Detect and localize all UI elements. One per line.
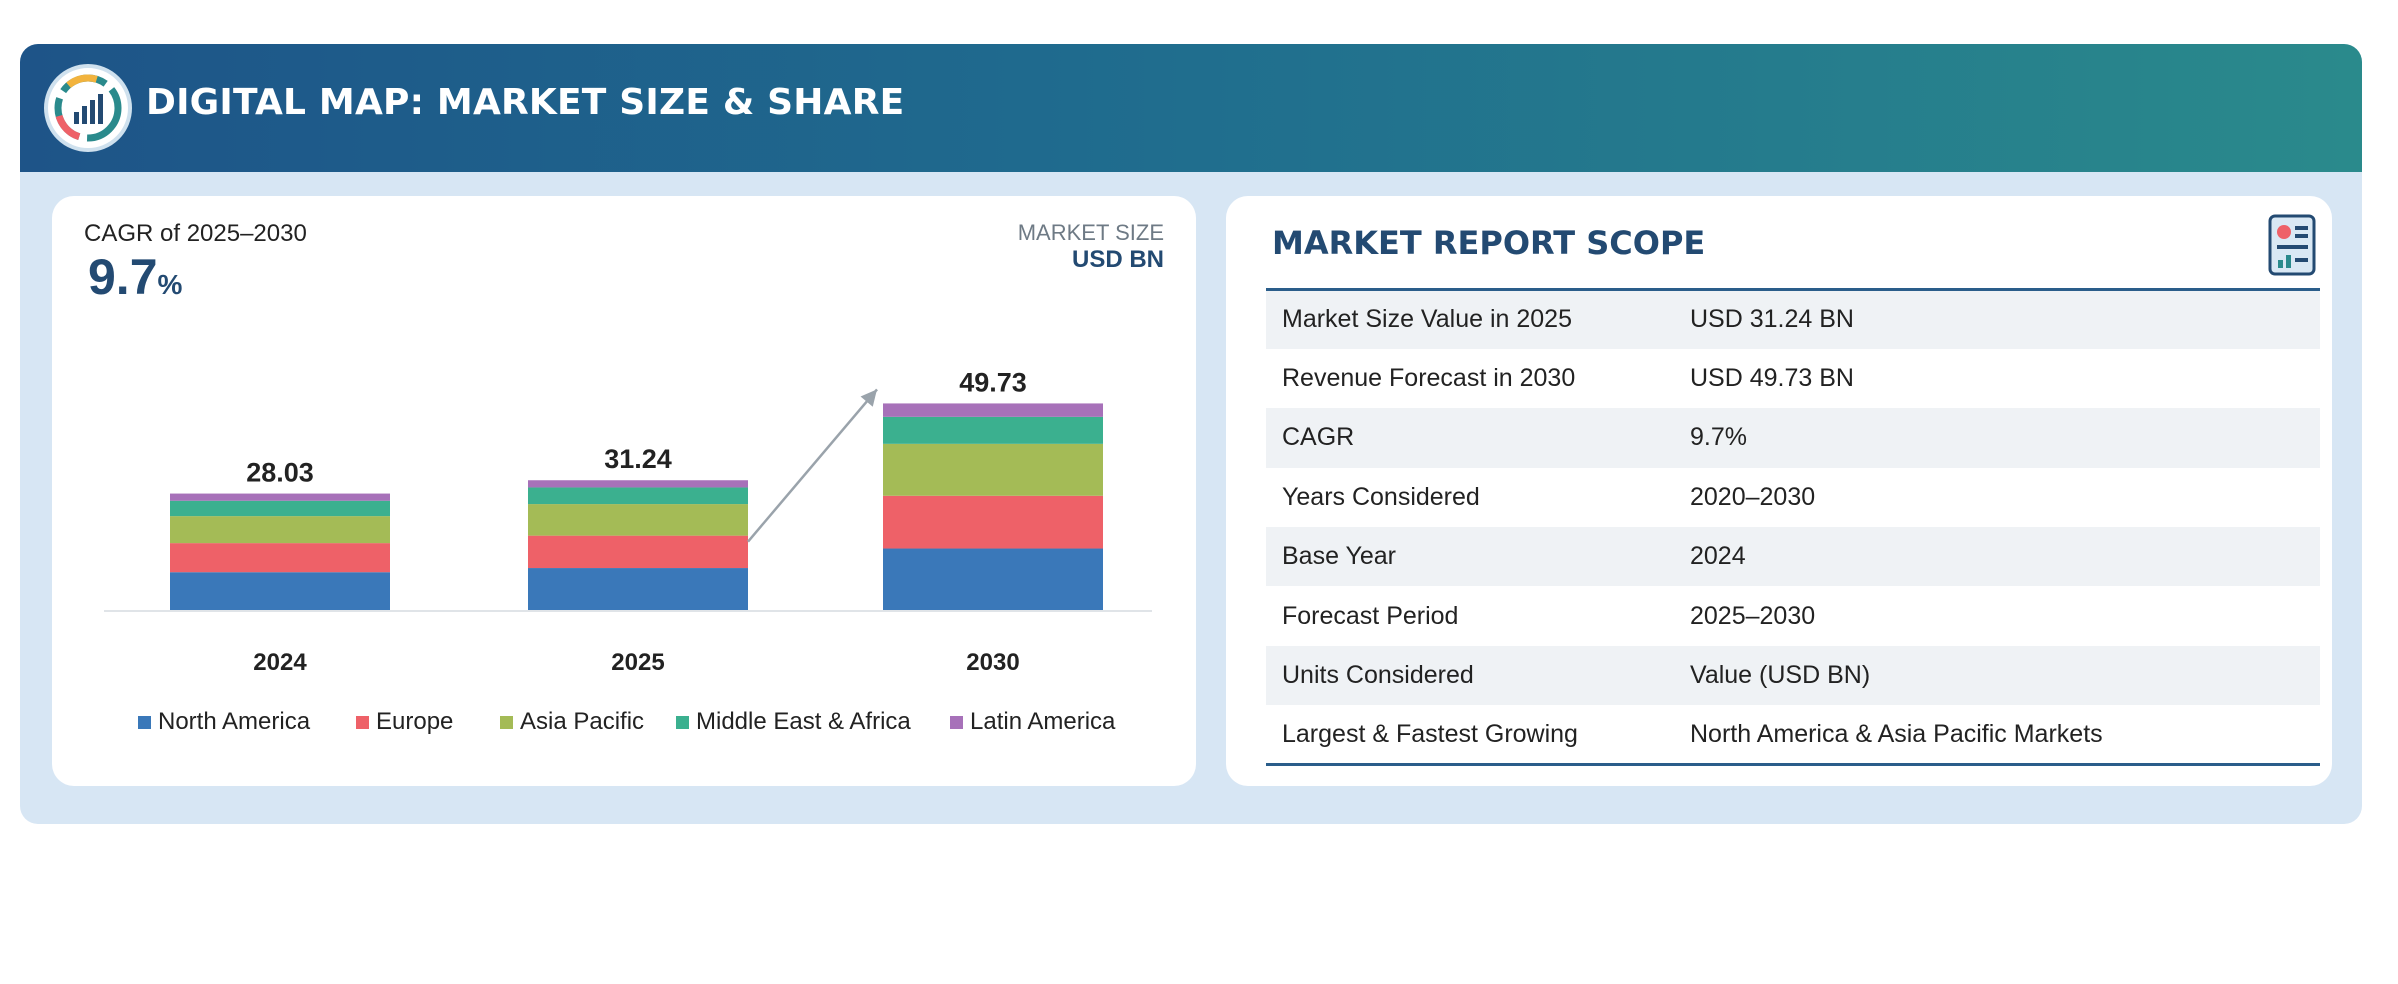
page-title: DIGITAL MAP: MARKET SIZE & SHARE [146,82,905,123]
scope-value: 2025–2030 [1690,601,1816,630]
table-row: Forecast Period 2025–2030 [1266,586,2320,645]
bar-segment [170,493,390,501]
bar-segment [528,504,748,536]
total-label: 31.24 [604,444,672,474]
legend-swatch [676,716,689,729]
scope-key: Units Considered [1266,645,1690,706]
bar-segment [528,535,748,569]
cagr-value: 9.7% [88,248,182,306]
market-size-label: MARKET SIZE [1017,220,1164,245]
x-tick-label: 2030 [966,649,1019,676]
legend-label: Europe [376,708,453,735]
cagr-unit: % [157,269,183,300]
scope-value: USD 49.73 BN [1690,364,1854,393]
legend-swatch [950,716,963,729]
scope-key: Revenue Forecast in 2030 [1282,364,1576,393]
scope-value: North America & Asia Pacific Markets [1690,719,2103,748]
scope-key: Forecast Period [1282,601,1459,630]
scope-key: CAGR [1266,408,1690,468]
infographic-frame: DIGITAL MAP: MARKET SIZE & SHARE CAGR of… [20,44,2362,824]
table-row: Largest & Fastest Growing North America &… [1266,705,2320,764]
market-size-unit: USD BN [1071,246,1164,273]
report-scope-card: MARKET REPORT SCOPE Market Size Value in… [1226,196,2332,786]
growth-arrow-line [747,388,878,543]
bar-segment [883,403,1103,417]
bar-segment [170,516,390,544]
table-row: Revenue Forecast in 2030 USD 49.73 BN [1266,349,2320,408]
legend-label: Latin America [970,708,1116,735]
legend-label: North America [158,708,311,735]
table-row: CAGR 9.7% [1266,408,2320,468]
x-tick-label: 2024 [253,649,307,676]
bar-segment [883,548,1103,610]
table-row: Base Year 2024 [1266,527,2320,587]
table-row: Years Considered 2020–2030 [1266,468,2320,527]
legend-swatch [138,716,151,729]
bar-segment [170,500,390,517]
table-row: Units Considered Value (USD BN) [1266,645,2320,706]
legend-label: Asia Pacific [520,708,644,735]
bar-segment [528,487,748,505]
x-tick-label: 2025 [611,649,664,676]
scope-value: 2020–2030 [1690,482,1816,511]
bar-chart-circle-icon [44,64,132,152]
growth-arrow-head [860,389,877,407]
report-document-icon [2268,214,2316,276]
legend-label: Middle East & Africa [696,708,911,735]
scope-value: USD 31.24 BN [1690,289,2320,349]
scope-value: 2024 [1690,527,2320,587]
stacked-bar-chart: 28.03 2024 31.24 2025 49.73 2030 North America… [104,367,1152,735]
scope-key: Base Year [1266,527,1690,587]
scope-value: 9.7% [1690,408,2320,468]
total-label: 49.73 [959,367,1027,397]
scope-table: Market Size Value in 2025 USD 31.24 BN Rev… [1266,288,2320,767]
bar-segment [883,416,1103,444]
bar-segment [170,543,390,573]
table-row: Market Size Value in 2025 USD 31.24 BN [1266,289,2320,349]
legend-swatch [500,716,513,729]
scope-value: Value (USD BN) [1690,645,2320,706]
scope-key: Market Size Value in 2025 [1266,289,1690,349]
cagr-number: 9.7 [88,249,158,305]
bar-segment [528,480,748,488]
scope-key: Years Considered [1282,482,1480,511]
title-banner: DIGITAL MAP: MARKET SIZE & SHARE [20,44,2362,172]
legend-swatch [356,716,369,729]
bar-segment [883,495,1103,549]
total-label: 28.03 [246,458,314,488]
bar-segment [883,443,1103,496]
market-size-card: CAGR of 2025–2030 9.7% MARKET SIZE USD B… [52,196,1196,786]
bar-segment [170,572,390,610]
scope-title: MARKET REPORT SCOPE [1272,224,1706,262]
bar-segment [528,568,748,610]
scope-key: Largest & Fastest Growing [1282,719,1578,748]
cagr-label: CAGR of 2025–2030 [84,220,307,247]
